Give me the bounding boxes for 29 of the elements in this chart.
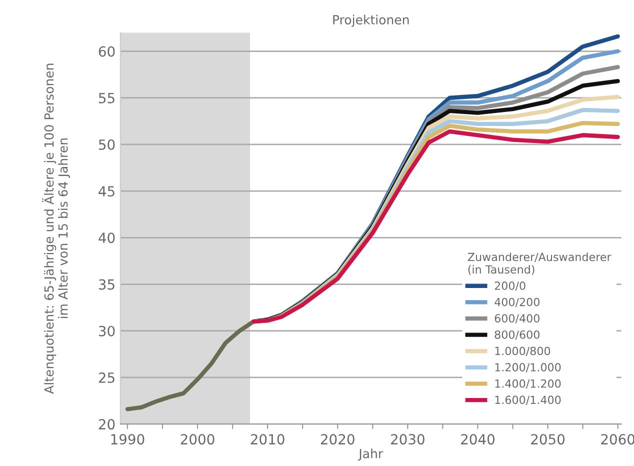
legend-label: 1.400/1.200 [495, 379, 561, 389]
y-tick-label: 40 [98, 232, 115, 244]
legend-label: 200/0 [494, 282, 526, 291]
x-tick-label: 2040 [461, 434, 494, 445]
x-tick-label: 2000 [180, 434, 214, 445]
x-tick-label: 2020 [320, 434, 354, 445]
chart-title: Projektionen [333, 14, 409, 27]
y-tick-label: 30 [98, 326, 115, 336]
x-tick-label: 2010 [250, 434, 284, 445]
x-tick-label: 2030 [391, 434, 424, 445]
x-tick-label: 2050 [531, 434, 565, 445]
legend-label: 600/400 [494, 314, 540, 324]
y-tick-label: 35 [98, 279, 114, 290]
y-tick-label: 20 [98, 419, 115, 430]
legend-title: Zuwanderer/Auswanderer (in Tausend) [468, 252, 612, 275]
legend-label: 800/600 [494, 330, 540, 340]
legend-label: 400/200 [494, 298, 540, 308]
line-series [125, 319, 256, 412]
y-tick-label: 45 [98, 186, 114, 197]
y-tick-label: 60 [98, 46, 115, 57]
legend-label: 1.200/1.000 [495, 363, 561, 372]
y-tick-label: 25 [98, 372, 114, 383]
legend-label: 1.600/1.400 [495, 396, 561, 405]
y-tick-label: 50 [98, 139, 115, 150]
y-tick-label: 55 [98, 93, 114, 104]
x-tick-label: 1990 [111, 434, 144, 445]
x-axis-title: Jahr [358, 448, 384, 461]
y-axis-title: Altenquotient: 65-Jährige und Ältere je 100 Personen im Alter von 15 bis 64 Jahren [42, 64, 70, 394]
legend-label: 1.000/800 [495, 346, 550, 356]
